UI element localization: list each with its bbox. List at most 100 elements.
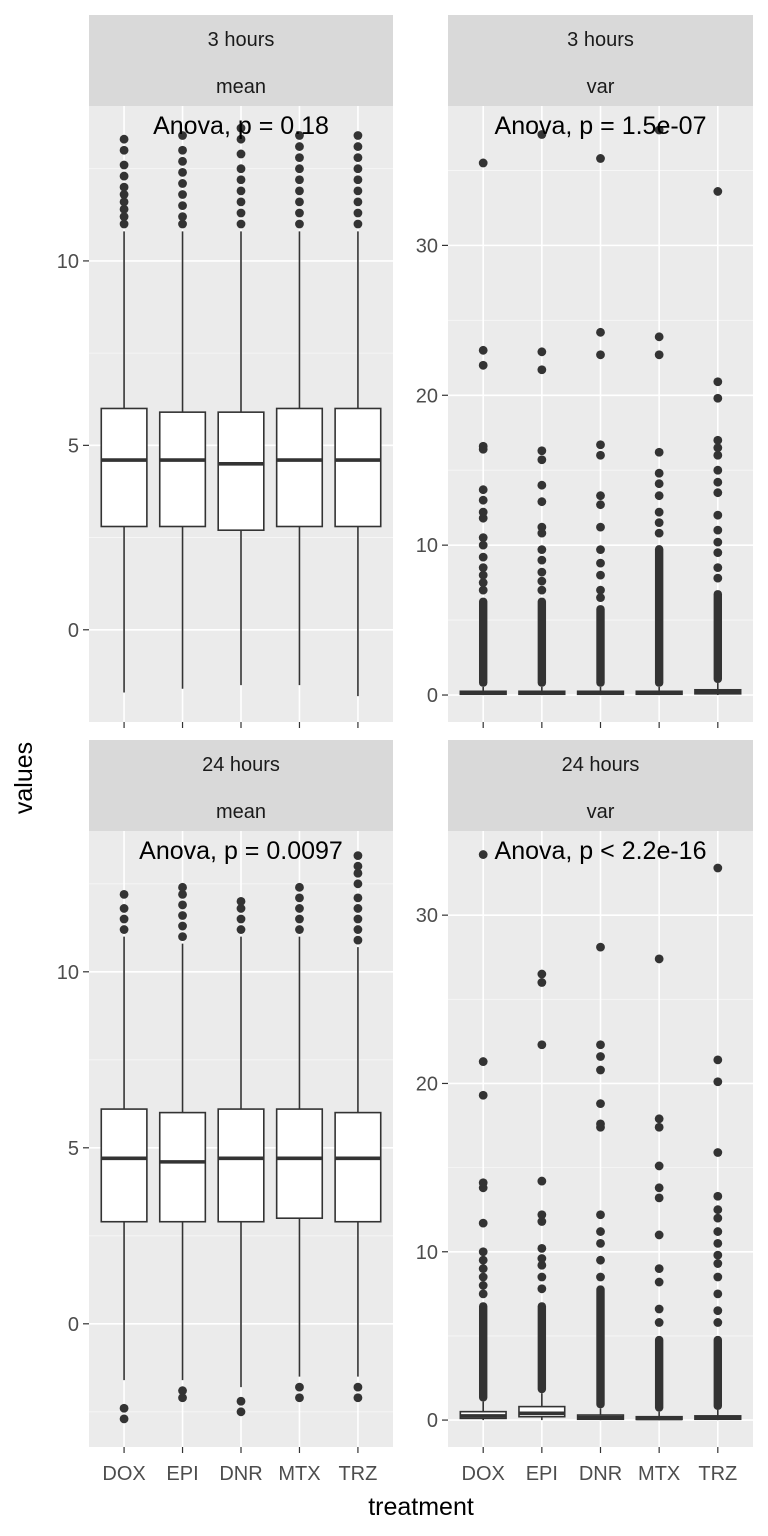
outlier-point (596, 500, 605, 510)
outlier-point (654, 332, 664, 342)
box-iqr (334, 407, 382, 528)
dense-outliers (654, 545, 664, 687)
anova-annotation: Anova, p = 0.0097 (139, 837, 343, 865)
box-trz (694, 187, 742, 696)
outlier-point (654, 954, 664, 964)
outlier-point (119, 1414, 129, 1424)
box-dox (100, 889, 148, 1424)
outlier-point (353, 879, 363, 889)
outlier-point (596, 1099, 605, 1109)
outlier-point (119, 171, 129, 181)
outlier-point (178, 921, 187, 931)
outlier-point (537, 576, 547, 586)
y-tick-label: 0 (427, 685, 438, 707)
outlier-point (119, 889, 129, 899)
outlier-point (596, 1065, 605, 1075)
box-epi (158, 131, 207, 689)
y-tick-label: 10 (57, 251, 79, 273)
box-iqr (100, 1108, 148, 1223)
outlier-point (596, 545, 605, 555)
outlier-point (713, 563, 723, 573)
facet-panel-p3var: 3 hours var 0 10 20 30 Anova, p = 1.5e-07 (416, 15, 753, 728)
outlier-point (713, 465, 723, 475)
outlier-point (596, 1040, 605, 1050)
outlier-point (353, 861, 363, 871)
outlier-point (654, 1277, 664, 1287)
outlier-point (236, 197, 246, 207)
outlier-point (713, 1077, 723, 1087)
outlier-point (478, 360, 488, 370)
outlier-point (596, 1238, 605, 1248)
outlier-point (478, 533, 488, 543)
outlier-point (537, 567, 547, 577)
outlier-point (596, 942, 605, 952)
outlier-point (713, 863, 723, 873)
box-iqr (217, 1108, 265, 1223)
outlier-point (478, 495, 488, 505)
outlier-point (178, 167, 187, 177)
outlier-point (596, 1210, 605, 1220)
outlier-point (713, 477, 723, 487)
outlier-point (537, 480, 547, 490)
x-tick-label-epi: EPI (526, 1463, 558, 1485)
outlier-point (478, 507, 488, 517)
dense-outliers (713, 590, 723, 684)
outlier-point (654, 1318, 664, 1327)
strip-label-stat: mean (216, 76, 266, 98)
outlier-point (295, 1382, 304, 1392)
outlier-point (654, 491, 664, 501)
box-iqr (275, 1108, 324, 1219)
outlier-point (295, 153, 304, 163)
outlier-point (353, 186, 363, 196)
strip-label-stat: var (587, 801, 615, 823)
y-tick-label: 5 (68, 1138, 79, 1160)
outlier-point (478, 1247, 488, 1257)
outlier-point (295, 208, 304, 218)
outlier-point (478, 345, 488, 355)
facet-panel-p3mean: 3 hours mean 0 5 10 Anova, p = 0.18 (57, 15, 393, 728)
outlier-point (596, 1227, 605, 1236)
box-iqr (275, 407, 324, 528)
strip-background (448, 15, 753, 106)
outlier-point (353, 925, 363, 934)
outlier-point (478, 158, 488, 168)
outlier-point (295, 893, 304, 903)
outlier-point (654, 1304, 664, 1314)
facet-panel-p24var: 24 hours var 0 10 20 30 DOX EPI DNR MTX TRZ Anova, … (416, 740, 753, 1485)
outlier-point (478, 552, 488, 562)
outlier-point (596, 1272, 605, 1282)
outlier-point (713, 548, 723, 558)
outlier-point (654, 479, 664, 489)
outlier-point (178, 131, 187, 140)
outlier-point (596, 585, 605, 595)
outlier-point (478, 1057, 488, 1066)
outlier-point (178, 219, 187, 229)
strip-label-time: 3 hours (208, 29, 275, 51)
outlier-point (119, 160, 129, 170)
panels-layer: 3 hours mean 0 5 10 Anova, p = 0.18 3 hours var… (57, 15, 753, 1485)
outlier-point (353, 904, 363, 913)
outlier-point (713, 443, 723, 453)
outlier-point (178, 911, 187, 920)
outlier-point (713, 537, 723, 547)
outlier-point (236, 904, 246, 913)
outlier-point (236, 208, 246, 218)
outlier-point (353, 153, 363, 163)
outlier-point (596, 1119, 605, 1129)
outlier-point (713, 1055, 723, 1065)
outlier-point (537, 446, 547, 456)
outlier-point (119, 212, 129, 222)
x-tick-label-mtx: MTX (278, 1463, 320, 1485)
outlier-point (353, 935, 363, 945)
box-mtx (635, 125, 683, 696)
outlier-point (537, 1260, 547, 1270)
strip-label-time: 24 hours (202, 754, 280, 776)
outlier-point (178, 145, 187, 155)
outlier-point (119, 145, 129, 155)
outlier-point (119, 204, 129, 214)
box-iqr (217, 411, 265, 531)
outlier-point (537, 347, 547, 357)
outlier-point (478, 850, 488, 859)
outlier-point (295, 925, 304, 934)
box-dnr (576, 942, 625, 1421)
